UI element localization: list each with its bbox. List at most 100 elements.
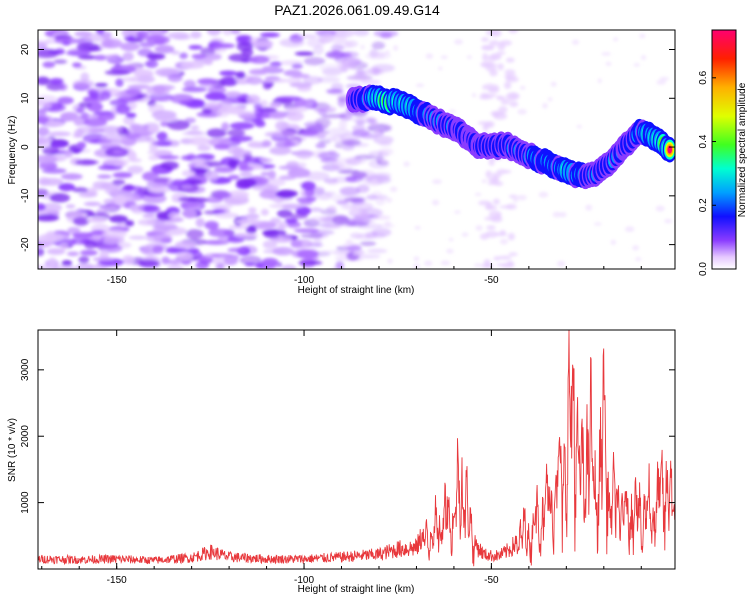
heatmap-noise-cell [335, 260, 344, 269]
heatmap-noise-sparse-cell [497, 95, 502, 101]
heatmap-noise-cell [204, 53, 222, 61]
heatmap-noise-cell [235, 219, 259, 225]
heatmap-noise-cell [188, 136, 211, 146]
heatmap-noise-cell [112, 172, 133, 179]
heatmap-noise-sparse-cell [386, 197, 393, 203]
heatmap-noise-cell [246, 94, 261, 105]
heatmap-noise-cell [260, 208, 269, 216]
heatmap-noise-sparse-cell [454, 210, 461, 214]
heatmap-noise-cell [94, 82, 108, 88]
heatmap-noise-cell [289, 213, 308, 219]
heatmap-noise-cell [170, 50, 180, 55]
heatmap-noise-cell [39, 233, 64, 242]
heatmap-noise-cell [112, 149, 128, 155]
heatmap-noise-cell [148, 124, 160, 134]
heatmap-noise-cell [357, 254, 381, 259]
heatmap-x-tick-label: -150 [107, 275, 127, 286]
heatmap-noise-sparse-cell [610, 239, 617, 245]
heatmap-noise-cell [302, 76, 323, 85]
heatmap-noise-sparse-cell [461, 232, 469, 237]
heatmap-noise-cell [371, 227, 392, 237]
heatmap-noise-sparse-cell [517, 194, 527, 201]
heatmap-noise-band-cell [498, 106, 508, 114]
heatmap-noise-cell [152, 225, 179, 230]
heatmap-noise-cell [38, 115, 50, 124]
heatmap-noise-cell [336, 200, 349, 205]
heatmap-noise-band-cell [489, 40, 500, 46]
heatmap-noise-cell [152, 245, 164, 254]
heatmap-noise-cell [60, 114, 72, 122]
heatmap-noise-cell [58, 83, 68, 91]
heatmap-noise-cell [150, 167, 168, 173]
heatmap-y-label: Frequency (Hz) [7, 116, 18, 185]
heatmap-noise-cell [315, 142, 326, 149]
heatmap-noise-cell [296, 249, 319, 259]
heatmap-noise-band-cell [504, 69, 516, 75]
heatmap-noise-sparse-cell [597, 78, 602, 84]
heatmap-noise-cell [137, 219, 156, 226]
heatmap-noise-cell [195, 260, 210, 269]
heatmap-noise-cell [80, 72, 90, 82]
heatmap-noise-cell [267, 170, 276, 180]
heatmap-noise-cell [317, 76, 341, 83]
heatmap-noise-cell [76, 106, 85, 114]
heatmap-noise-cell [57, 96, 74, 105]
heatmap-noise-cell [252, 39, 274, 48]
heatmap-noise-cell [261, 139, 272, 148]
heatmap-noise-cell [229, 122, 255, 130]
heatmap-noise-cell [298, 200, 313, 206]
heatmap-noise-band-cell [509, 92, 519, 100]
heatmap-noise-band-cell [505, 57, 515, 63]
heatmap-noise-cell [326, 127, 351, 137]
heatmap-noise-cell [277, 237, 293, 244]
heatmap-noise-cell [248, 68, 269, 75]
heatmap-noise-cell [310, 186, 325, 195]
heatmap-noise-sparse-cell [659, 76, 670, 81]
heatmap-noise-cell [38, 95, 58, 105]
heatmap-noise-cell [210, 253, 234, 258]
heatmap-noise-cell [97, 113, 115, 121]
heatmap-noise-sparse-cell [538, 191, 549, 198]
heatmap-noise-cell [330, 44, 345, 52]
heatmap-noise-cell [230, 30, 241, 35]
heatmap-noise-cell [284, 106, 308, 113]
heatmap-noise-sparse-cell [384, 50, 391, 55]
heatmap-noise-cell [181, 259, 192, 265]
heatmap-noise-cell [248, 140, 260, 148]
heatmap-noise-cell [99, 250, 109, 260]
heatmap-signal-layer [345, 84, 675, 190]
heatmap-noise-cell [377, 194, 389, 200]
heatmap-noise-cell [210, 204, 233, 209]
heatmap-noise-cell [179, 52, 188, 60]
heatmap-noise-band-cell [487, 177, 500, 183]
heatmap-noise-cell [275, 189, 296, 199]
heatmap-noise-cell [72, 232, 94, 239]
heatmap-noise-cell [126, 133, 141, 140]
heatmap-noise-cell [281, 264, 297, 269]
heatmap-noise-cell [317, 151, 340, 160]
heatmap-noise-cell [366, 194, 379, 200]
heatmap-noise-sparse-cell [633, 63, 640, 67]
heatmap-noise-cell [289, 82, 313, 88]
heatmap-noise-cell [38, 203, 46, 211]
heatmap-noise-cell [145, 59, 159, 69]
heatmap-noise-cell [197, 144, 211, 152]
heatmap-noise-cell [125, 88, 142, 95]
heatmap-noise-cell [190, 157, 206, 165]
heatmap-noise-cell [229, 135, 253, 142]
heatmap-noise-cell [269, 146, 292, 156]
heatmap-y-tick-label: 20 [20, 44, 31, 56]
snr-x-label: Height of straight line (km) [298, 584, 415, 595]
heatmap-noise-cell [73, 116, 83, 127]
heatmap-noise-sparse-cell [517, 108, 527, 115]
heatmap-noise-sparse-cell [423, 260, 433, 266]
heatmap-x-tick-label: -50 [484, 275, 499, 286]
heatmap-noise-sparse-cell [576, 124, 582, 129]
heatmap-noise-cell [49, 193, 71, 203]
heatmap-noise-cell [38, 247, 45, 257]
heatmap-noise-cell [98, 138, 123, 147]
heatmap-noise-cell [46, 248, 66, 255]
heatmap-noise-cell [113, 194, 127, 205]
heatmap-noise-cell [239, 114, 257, 120]
